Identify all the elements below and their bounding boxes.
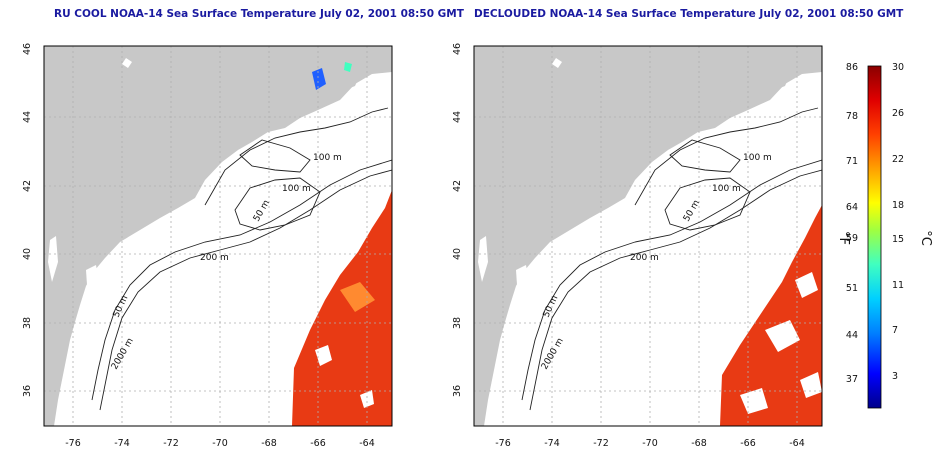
right-ytick-label: 36 bbox=[452, 385, 463, 397]
right-xtick-label: -74 bbox=[544, 438, 560, 449]
left-ytick-label: 44 bbox=[22, 111, 33, 123]
right-x-axis: -76 -74 -72 -70 -68 -66 -64 bbox=[495, 438, 805, 449]
right-contour-label: 200 m bbox=[630, 253, 659, 263]
colorbar-gradient bbox=[867, 65, 882, 409]
right-xtick-label: -70 bbox=[642, 438, 658, 449]
right-ytick-label: 38 bbox=[452, 317, 463, 329]
colorbar-c-tick: 3 bbox=[892, 371, 898, 382]
right-panel-title: DECLOUDED NOAA-14 Sea Surface Temperatur… bbox=[474, 8, 904, 20]
left-xtick-label: -72 bbox=[163, 438, 179, 449]
right-gap2 bbox=[795, 272, 818, 298]
right-map-land bbox=[474, 46, 822, 426]
left-ytick-label: 46 bbox=[22, 43, 33, 55]
left-cold-patch2 bbox=[344, 62, 352, 72]
left-nova-scotia bbox=[288, 66, 362, 104]
right-contours bbox=[521, 107, 822, 411]
right-lake bbox=[552, 58, 562, 68]
colorbar-f-tick: 86 bbox=[846, 62, 858, 73]
right-xtick-label: -76 bbox=[495, 438, 511, 449]
right-sst-swath bbox=[720, 205, 822, 426]
colorbar-fahrenheit-unit: °F bbox=[836, 231, 851, 245]
left-xtick-label: -74 bbox=[114, 438, 130, 449]
colorbar-c-tick: 18 bbox=[892, 200, 904, 211]
right-bay2 bbox=[516, 265, 530, 318]
right-gridlines bbox=[474, 46, 822, 426]
left-ytick-label: 36 bbox=[22, 385, 33, 397]
left-map-frame bbox=[43, 45, 393, 427]
right-gap bbox=[765, 320, 800, 352]
right-ytick-label: 44 bbox=[452, 111, 463, 123]
left-lake bbox=[122, 58, 132, 68]
colorbar-f-tick: 64 bbox=[846, 202, 858, 213]
left-xtick-label: -66 bbox=[310, 438, 326, 449]
left-bay bbox=[48, 236, 58, 282]
colorbar-c-tick: 15 bbox=[892, 234, 904, 245]
right-ytick-label: 46 bbox=[452, 43, 463, 55]
right-gap4 bbox=[800, 372, 822, 398]
right-map: 100 m 100 m 50 m 200 m 50 m 2000 m -76 -… bbox=[452, 43, 823, 449]
left-contour-label: 200 m bbox=[200, 253, 229, 263]
right-y-axis: 36 38 40 42 44 46 bbox=[452, 43, 463, 397]
right-contour-label: 100 m bbox=[712, 184, 741, 194]
left-map: 100 m 100 m 50 m 200 m 50 m 2000 m -76 -… bbox=[22, 43, 393, 449]
colorbar-f-tick: 51 bbox=[846, 283, 858, 294]
left-y-axis: 36 38 40 42 44 46 bbox=[22, 43, 33, 397]
left-xtick-label: -64 bbox=[359, 438, 375, 449]
left-contour-label: 100 m bbox=[313, 153, 342, 163]
left-contours bbox=[91, 107, 392, 411]
colorbar: 86 78 71 64 59 51 44 37 30 26 22 18 15 1… bbox=[836, 62, 933, 409]
colorbar-c-tick: 7 bbox=[892, 325, 898, 336]
left-ytick-label: 40 bbox=[22, 248, 33, 260]
colorbar-celsius-ticks: 30 26 22 18 15 11 7 3 bbox=[892, 62, 904, 382]
right-xtick-label: -68 bbox=[691, 438, 707, 449]
right-contour-label: 100 m bbox=[743, 153, 772, 163]
left-xtick-label: -68 bbox=[261, 438, 277, 449]
colorbar-f-tick: 59 bbox=[846, 233, 858, 244]
right-xtick-label: -64 bbox=[789, 438, 805, 449]
right-xtick-label: -66 bbox=[740, 438, 756, 449]
colorbar-c-tick: 26 bbox=[892, 108, 904, 119]
colorbar-celsius-unit: °C bbox=[918, 230, 933, 246]
left-panel-title: RU COOL NOAA-14 Sea Surface Temperature … bbox=[54, 8, 464, 20]
colorbar-c-tick: 22 bbox=[892, 154, 904, 165]
right-map-frame bbox=[473, 45, 823, 427]
right-gap3 bbox=[740, 388, 768, 414]
left-contour-label: 100 m bbox=[282, 184, 311, 194]
left-ytick-label: 42 bbox=[22, 180, 33, 192]
colorbar-f-tick: 37 bbox=[846, 374, 858, 385]
left-x-axis: -76 -74 -72 -70 -68 -66 -64 bbox=[65, 438, 375, 449]
left-xtick-label: -70 bbox=[212, 438, 228, 449]
left-cloud2 bbox=[360, 390, 374, 408]
colorbar-fahrenheit-ticks: 86 78 71 64 59 51 44 37 bbox=[846, 62, 858, 385]
right-ytick-label: 40 bbox=[452, 248, 463, 260]
left-gridlines bbox=[44, 46, 392, 426]
colorbar-f-tick: 44 bbox=[846, 330, 858, 341]
right-bay bbox=[478, 236, 488, 282]
left-bay2 bbox=[86, 265, 100, 318]
left-map-land bbox=[44, 46, 392, 426]
colorbar-c-tick: 11 bbox=[892, 280, 904, 291]
left-cloud bbox=[315, 345, 332, 366]
colorbar-f-tick: 78 bbox=[846, 111, 858, 122]
left-cold-patch bbox=[312, 68, 326, 90]
right-ytick-label: 42 bbox=[452, 180, 463, 192]
colorbar-c-tick: 30 bbox=[892, 62, 904, 73]
left-ytick-label: 38 bbox=[22, 317, 33, 329]
left-xtick-label: -76 bbox=[65, 438, 81, 449]
right-xtick-label: -72 bbox=[593, 438, 609, 449]
colorbar-f-tick: 71 bbox=[846, 156, 858, 167]
left-sst-warm bbox=[340, 282, 375, 312]
right-nova-scotia bbox=[718, 66, 792, 104]
